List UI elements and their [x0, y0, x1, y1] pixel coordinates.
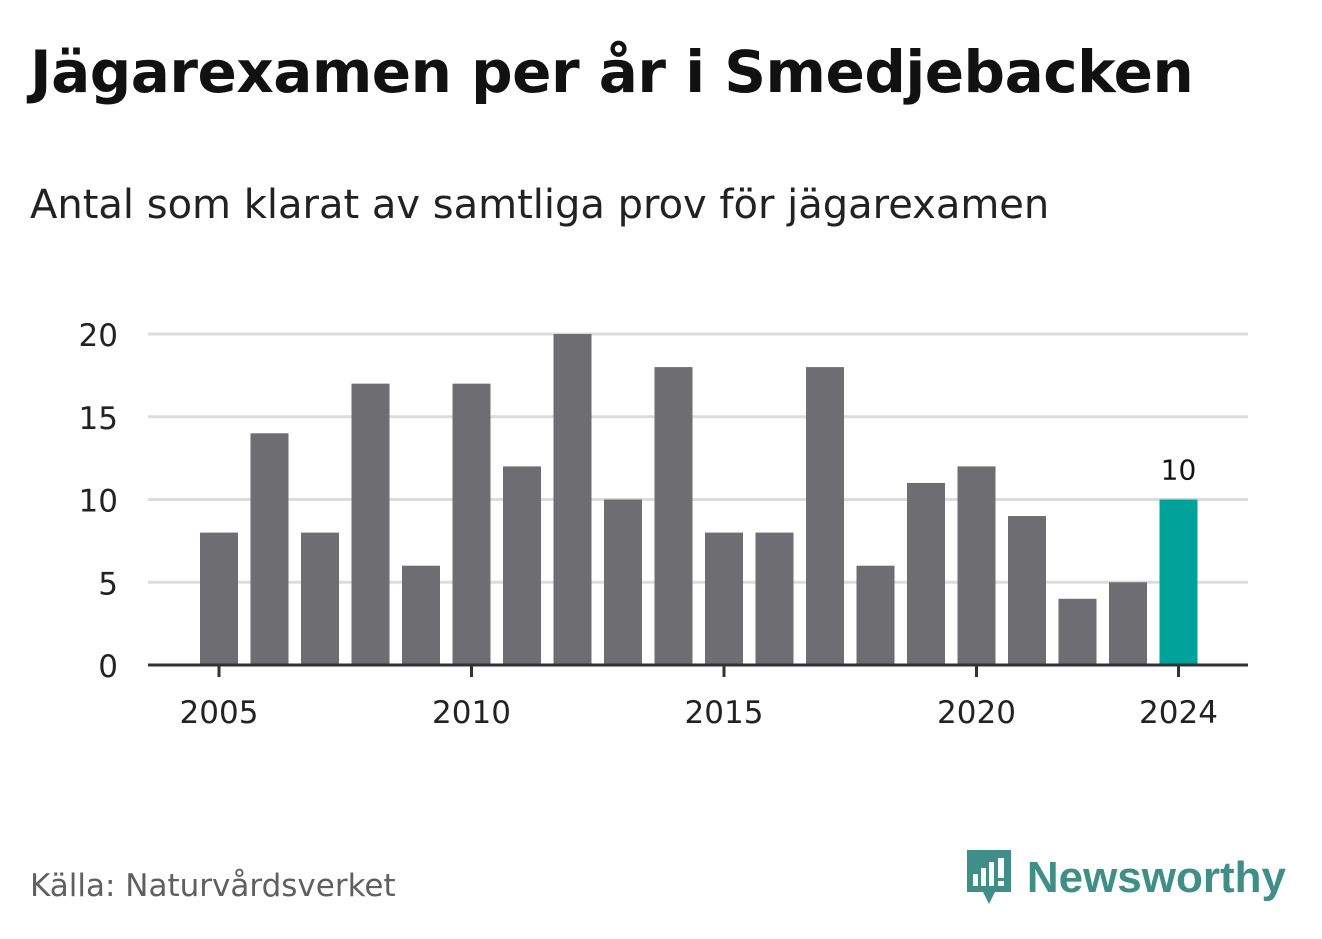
x-tick-label: 2015 [685, 695, 764, 731]
bar-2008 [351, 383, 390, 665]
y-tick-label: 15 [79, 401, 118, 437]
bar-2019 [907, 482, 945, 665]
x-tick-label: 2024 [1139, 695, 1218, 731]
y-tick-label: 0 [98, 649, 118, 685]
axes [148, 663, 1248, 677]
bar-2018 [856, 565, 895, 665]
bar-2013 [604, 499, 642, 665]
brand-logo: Newsworthy [965, 848, 1286, 908]
bar-2011 [503, 466, 541, 665]
bar-2015 [705, 532, 743, 665]
x-tick-label: 2020 [937, 695, 1016, 731]
bar-2014 [654, 367, 693, 665]
chart-title: Jägarexamen per år i Smedjebacken [30, 38, 1194, 106]
chart-subtitle: Antal som klarat av samtliga prov för jä… [30, 182, 1050, 228]
y-tick-label: 10 [79, 484, 118, 520]
bar-2012 [553, 334, 592, 665]
bar-2020 [957, 466, 996, 665]
newsworthy-logo-icon [966, 850, 1011, 904]
bar-2010 [452, 383, 491, 665]
bars [200, 334, 1198, 665]
y-tick-label: 5 [98, 566, 118, 602]
bar-2017 [806, 367, 844, 665]
x-tick-label: 2005 [180, 695, 259, 731]
bar-2009 [402, 565, 440, 665]
source-note: Källa: Naturvårdsverket [30, 868, 396, 904]
bar-2021 [1008, 516, 1046, 665]
y-tick-label: 20 [79, 318, 118, 354]
brand-name: Newsworthy [1026, 853, 1286, 902]
bar-2016 [755, 532, 794, 665]
bar-2005 [200, 532, 238, 665]
bar-2024 [1159, 499, 1198, 665]
bar-2023 [1109, 582, 1147, 665]
bar-2022 [1058, 598, 1097, 665]
data-label-2024: 10 [1161, 454, 1197, 487]
bar-2006 [250, 433, 289, 665]
x-tick-label: 2010 [432, 695, 511, 731]
bar-2007 [301, 532, 339, 665]
